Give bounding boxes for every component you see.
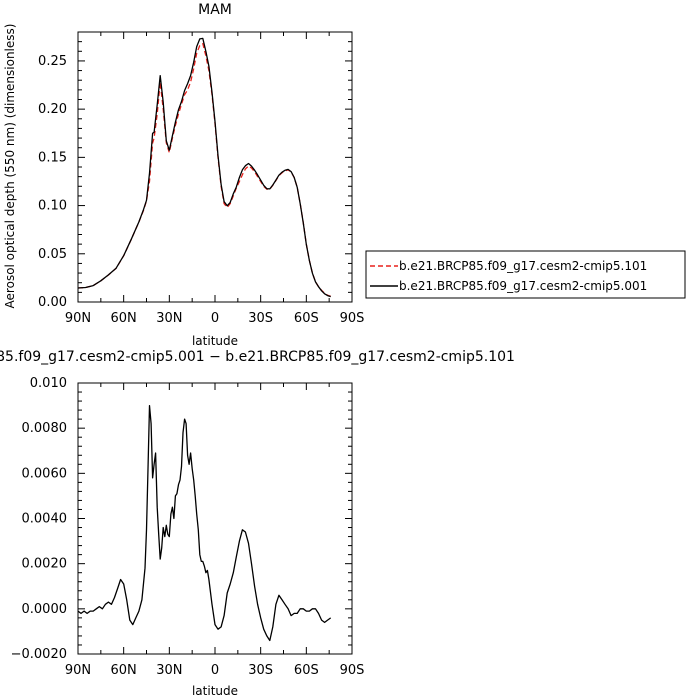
bottom-panel-series-line-0 — [77, 404, 332, 642]
bottom-panel-x-tick-label: 60S — [294, 663, 319, 678]
top-panel-frame — [77, 31, 353, 303]
top-panel-x-tick-label: 30S — [248, 311, 273, 326]
bottom-panel-series — [77, 404, 332, 642]
top-panel-x-tick-label: 60S — [294, 311, 319, 326]
bottom-panel-y-tick-label: −0.0020 — [11, 647, 67, 662]
bottom-panel-y-tick-label: 0.0020 — [22, 557, 68, 572]
top-panel-y-tick-label: 0.15 — [38, 150, 67, 165]
bottom-panel-x-tick-label: 30S — [248, 663, 273, 678]
top-panel-x-tick-label: 90N — [65, 311, 91, 326]
legend-label-series-101: b.e21.BRCP85.f09_g17.cesm2-cmip5.101 — [399, 259, 647, 273]
top-panel-ticks: 90N 60N 30N 0 30S 60S 90S 0.00 0.05 0.10 0.15 0.20 0… — [38, 31, 365, 326]
top-panel-y-tick-label: 0.05 — [38, 247, 67, 262]
bottom-panel-x-tick-label: 90S — [340, 663, 365, 678]
top-panel-x-tick-label: 30N — [156, 311, 182, 326]
top-panel-series-line-0 — [77, 42, 331, 297]
bottom-panel-ticks: 90N 60N 30N 0 30S 60S 90S −0.0020 0.0000 0.0020 0.… — [11, 376, 365, 678]
legend-box — [365, 250, 686, 299]
top-panel-y-tick-label: 0.25 — [38, 54, 67, 69]
bottom-panel: b.e21.BRCP85.f09_g17.cesm2-cmip5.001 − b… — [0, 349, 515, 698]
top-panel-series-line-1 — [77, 37, 331, 298]
bottom-panel-title: b.e21.BRCP85.f09_g17.cesm2-cmip5.001 − b… — [0, 349, 515, 365]
top-panel: MAM Aerosol optical depth (550 nm) (dime… — [3, 2, 364, 348]
bottom-panel-x-tick-label: 0 — [211, 663, 219, 678]
top-panel-x-tick-label: 0 — [211, 311, 219, 326]
top-panel-ylabel: Aerosol optical depth (550 nm) (dimensio… — [3, 24, 17, 309]
top-panel-title: MAM — [198, 2, 232, 18]
top-panel-y-tick-label: 0.10 — [38, 199, 67, 214]
top-panel-y-tick-label: 0.20 — [38, 102, 67, 117]
top-panel-x-tick-label: 90S — [340, 311, 365, 326]
top-panel-series — [77, 37, 331, 298]
legend-label-series-001: b.e21.BRCP85.f09_g17.cesm2-cmip5.001 — [399, 279, 647, 293]
top-panel-xlabel: latitude — [192, 334, 238, 348]
bottom-panel-x-tick-label: 60N — [111, 663, 137, 678]
bottom-panel-y-tick-label: 0.0060 — [22, 466, 68, 481]
bottom-panel-x-tick-label: 30N — [156, 663, 182, 678]
bottom-panel-xlabel: latitude — [192, 684, 238, 698]
legend: b.e21.BRCP85.f09_g17.cesm2-cmip5.101 b.e… — [365, 250, 686, 299]
bottom-panel-frame — [77, 382, 353, 655]
top-panel-x-tick-label: 60N — [111, 311, 137, 326]
bottom-panel-y-tick-label: 0.0080 — [22, 421, 68, 436]
bottom-panel-y-tick-label: 0.0000 — [22, 602, 68, 617]
bottom-panel-x-tick-label: 90N — [65, 663, 91, 678]
bottom-panel-y-tick-label: 0.010 — [30, 376, 67, 391]
bottom-panel-y-tick-label: 0.0040 — [22, 512, 68, 527]
top-panel-y-tick-label: 0.00 — [38, 295, 67, 310]
